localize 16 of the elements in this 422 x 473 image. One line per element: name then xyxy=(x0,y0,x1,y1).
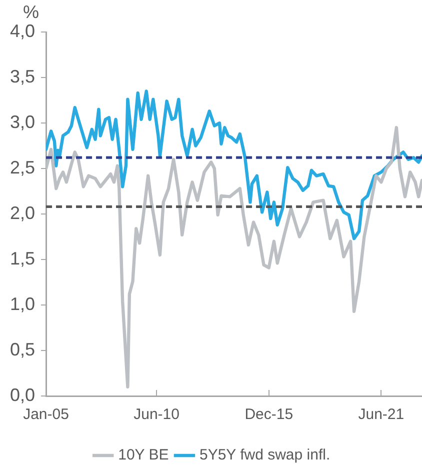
x-tick-label: Dec-15 xyxy=(244,406,294,424)
x-tick-label: Jan-05 xyxy=(23,406,69,424)
y-tick-label: 2,5 xyxy=(10,157,36,178)
legend-label: 10Y BE xyxy=(118,446,169,464)
y-tick-label: 2,0 xyxy=(10,202,36,223)
x-tick-label: Jun-10 xyxy=(134,406,180,424)
y-tick-label: 0,0 xyxy=(10,384,36,405)
y-tick-label: 1,0 xyxy=(10,294,36,314)
y-tick-label: 4,0 xyxy=(10,20,36,41)
y-tick-label: 0,5 xyxy=(10,339,36,360)
y-tick-label: 3,0 xyxy=(10,112,36,132)
y-tick-label: 3,5 xyxy=(10,66,36,86)
x-tick-label: Jun-21 xyxy=(358,406,404,424)
y-axis-title: % xyxy=(23,2,40,22)
legend-label: 5Y5Y fwd swap infl. xyxy=(199,446,330,464)
y-tick-label: 1,5 xyxy=(10,248,36,268)
